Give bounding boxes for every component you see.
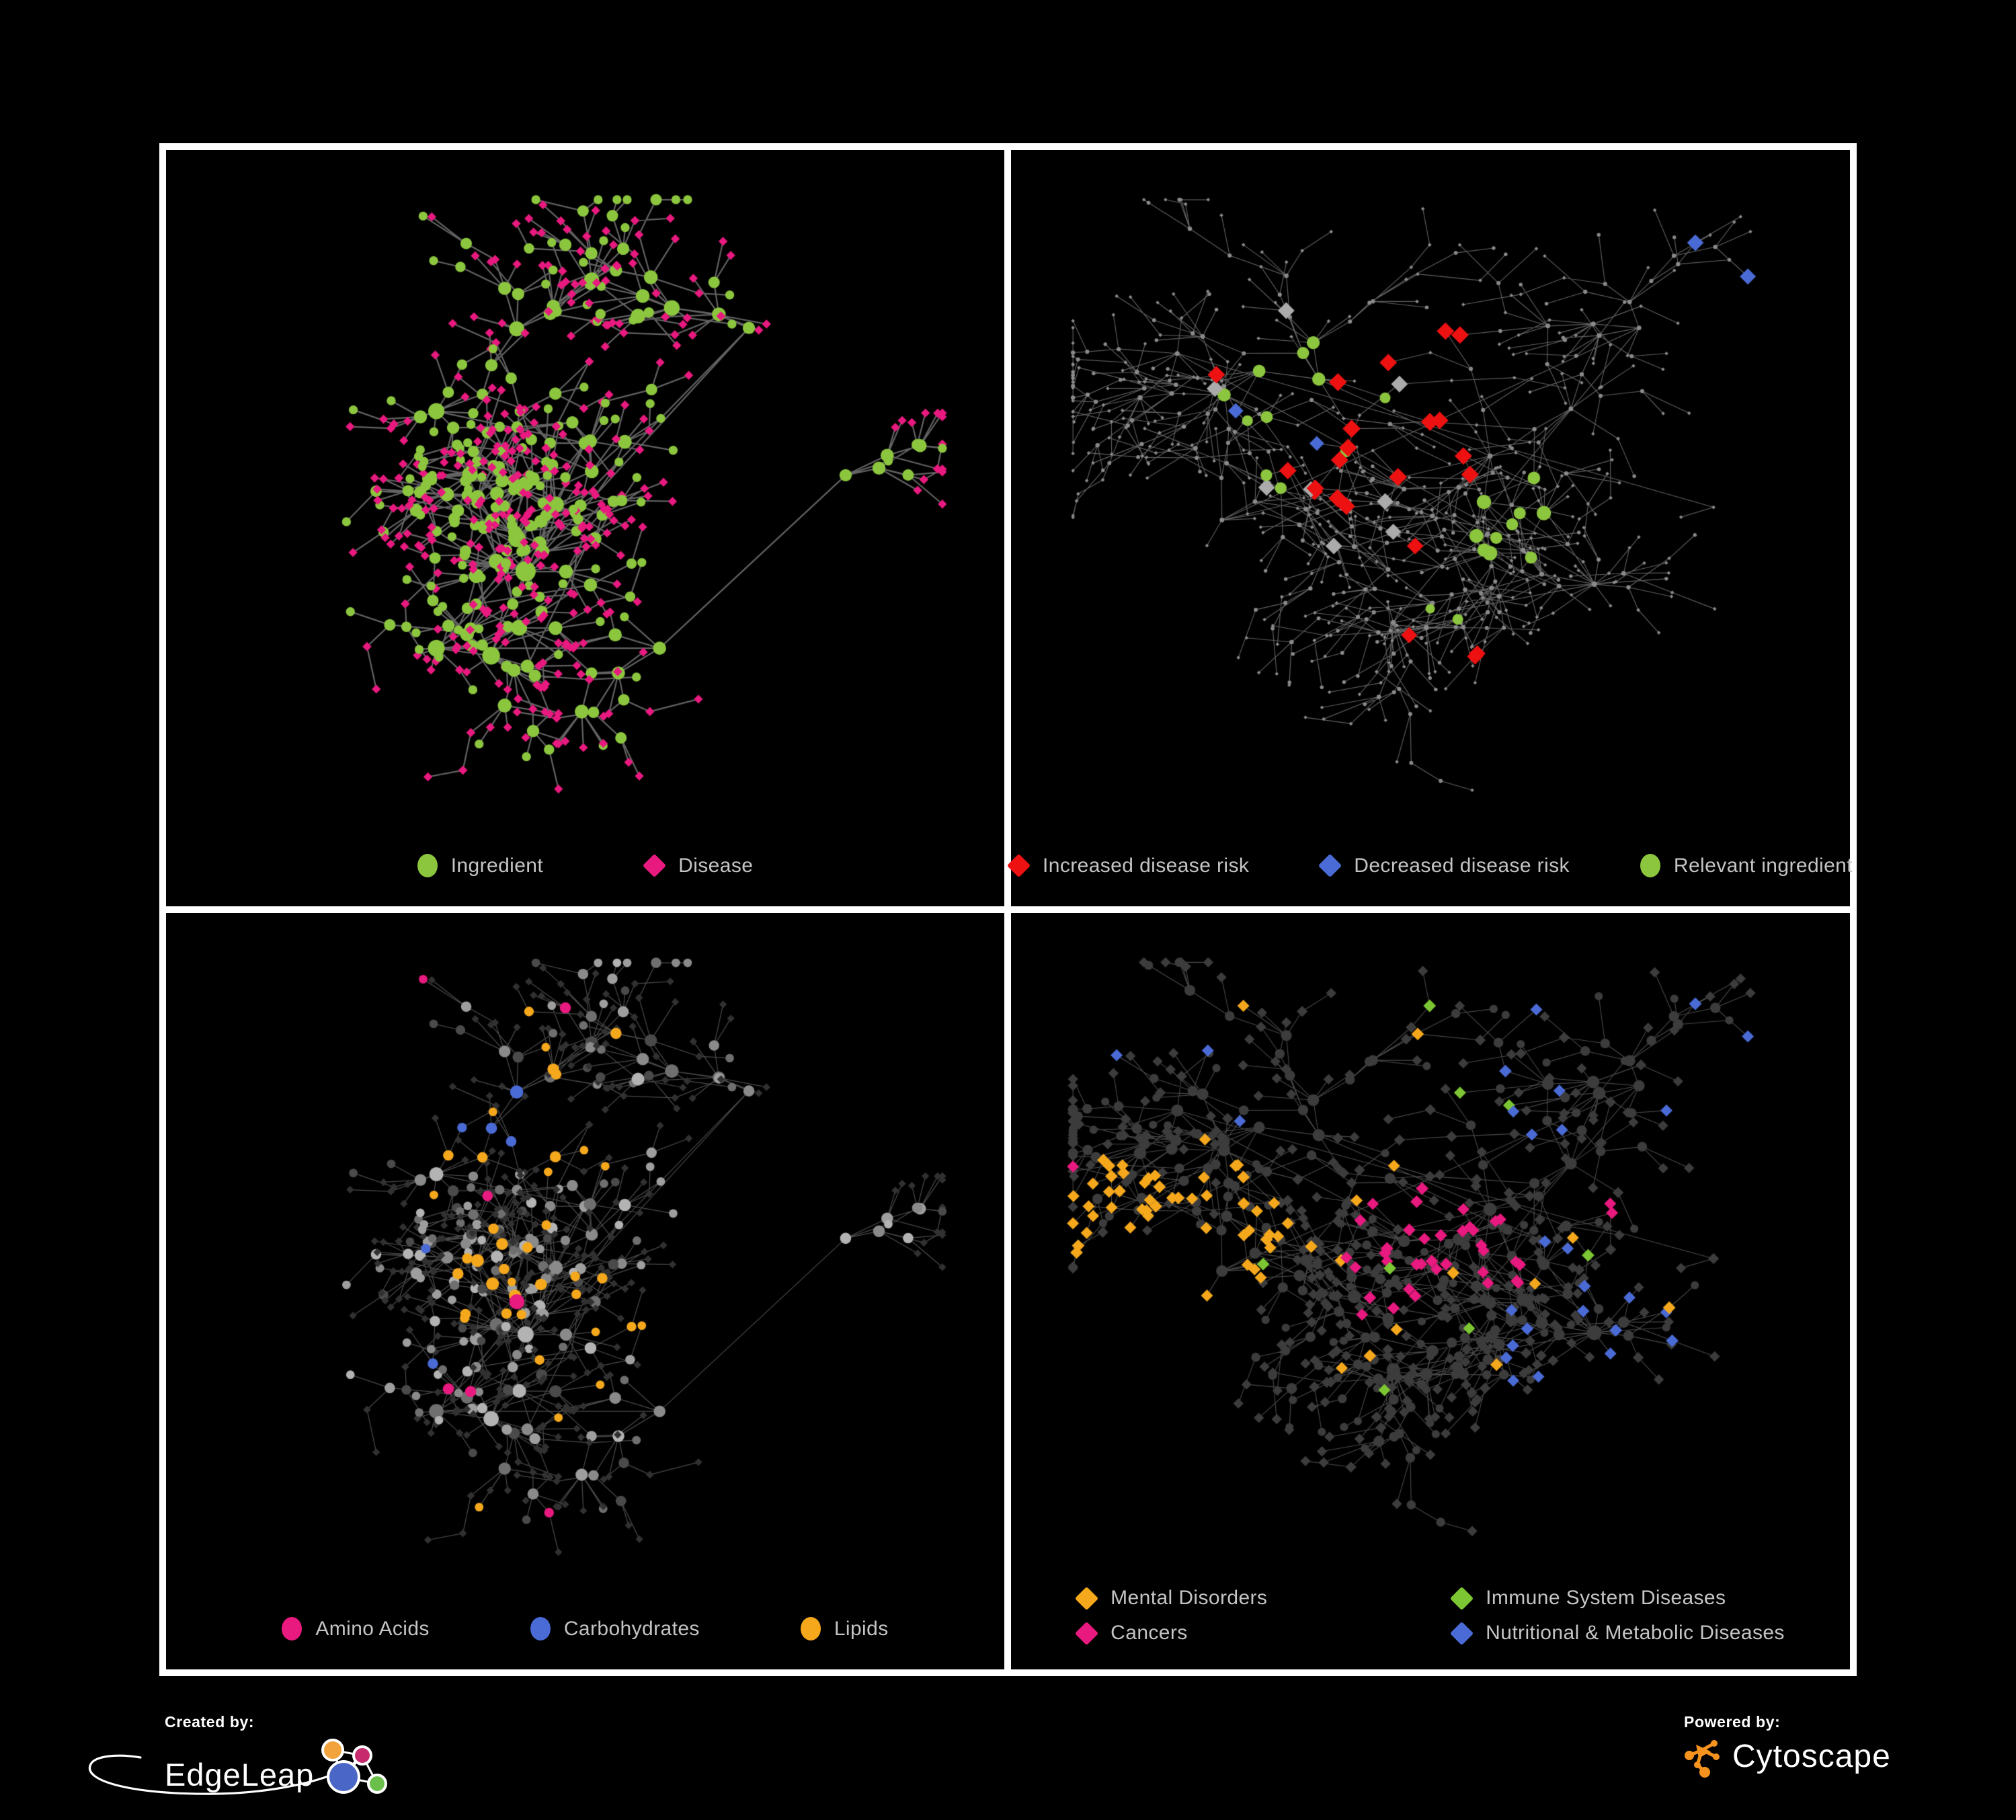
edgeleap-logo-icon [321,1739,388,1794]
legend-circle-swatch [530,1617,551,1640]
edgeleap-wordmark: EdgeLeap [165,1756,315,1792]
legend-item: Carbohydrates [530,1617,700,1640]
legend-diamond-swatch [642,853,667,878]
legend-label: Immune System Diseases [1486,1587,1726,1609]
legend-item: Disease [642,853,754,878]
disease-category-network-canvas [1011,913,1850,1582]
legend-label: Disease [678,854,754,877]
legend-diamond-swatch [1006,853,1031,878]
created-by-label: Created by: [165,1713,255,1731]
chemical-class-legend: Amino Acids Carbohydrates Lipids [166,1606,1004,1669]
legend-item: Increased disease risk [1006,853,1250,878]
legend-diamond-swatch [1318,853,1342,878]
disease-risk-legend: Increased disease risk Decreased disease … [1006,842,1853,906]
legend-diamond-swatch [1074,1621,1099,1645]
powered-by-block: Powered by: Cytoscape [1684,1713,1891,1778]
legend-label: Lipids [834,1617,889,1640]
panel-ingredient-disease: Ingredient Disease [159,143,1011,913]
legend-label: Amino Acids [315,1617,430,1640]
legend-diamond-swatch [1449,1621,1474,1645]
disease-category-legend: Mental Disorders Immune System Diseases Ca… [1011,1582,1850,1669]
legend-diamond-swatch [1074,1586,1099,1610]
legend-label: Cancers [1111,1622,1188,1644]
legend-item: Nutritional & Metabolic Diseases [1449,1621,1785,1645]
panel-disease-category: Mental Disorders Immune System Diseases Ca… [1004,906,1857,1676]
legend-diamond-swatch [1449,1586,1474,1610]
powered-by-label: Powered by: [1684,1713,1781,1731]
legend-item: Immune System Diseases [1449,1586,1785,1610]
legend-label: Relevant ingredient [1673,854,1853,877]
legend-circle-swatch [1640,854,1660,877]
panel-disease-risk: Increased disease risk Decreased disease … [1004,143,1857,913]
legend-label: Decreased disease risk [1354,854,1570,877]
ingredient-disease-legend: Ingredient Disease [166,842,1004,906]
legend-circle-swatch [417,854,438,877]
legend-circle-swatch [800,1617,821,1640]
created-by-block: Created by: EdgeLeap [88,1713,391,1813]
legend-item: Decreased disease risk [1318,853,1570,878]
panel-chemical-class: Amino Acids Carbohydrates Lipids [159,906,1011,1676]
legend-item: Relevant ingredient [1640,854,1853,877]
legend-label: Ingredient [450,854,544,877]
cytoscape-logo-icon [1685,1740,1720,1778]
disease-risk-network-canvas [1011,150,1850,842]
legend-label: Carbohydrates [563,1617,700,1640]
legend-item: Lipids [800,1617,889,1640]
legend-item: Cancers [1074,1621,1451,1645]
legend-item: Amino Acids [282,1617,429,1640]
legend-label: Increased disease risk [1043,854,1250,877]
chemical-class-network-canvas [166,913,1004,1606]
cytoscape-wordmark: Cytoscape [1732,1739,1891,1774]
legend-label: Nutritional & Metabolic Diseases [1486,1622,1785,1644]
legend-circle-swatch [282,1617,303,1640]
ingredient-disease-network-canvas [166,150,1004,842]
legend-item: Ingredient [417,854,543,877]
legend-item: Mental Disorders [1074,1586,1451,1610]
legend-label: Mental Disorders [1111,1587,1268,1609]
